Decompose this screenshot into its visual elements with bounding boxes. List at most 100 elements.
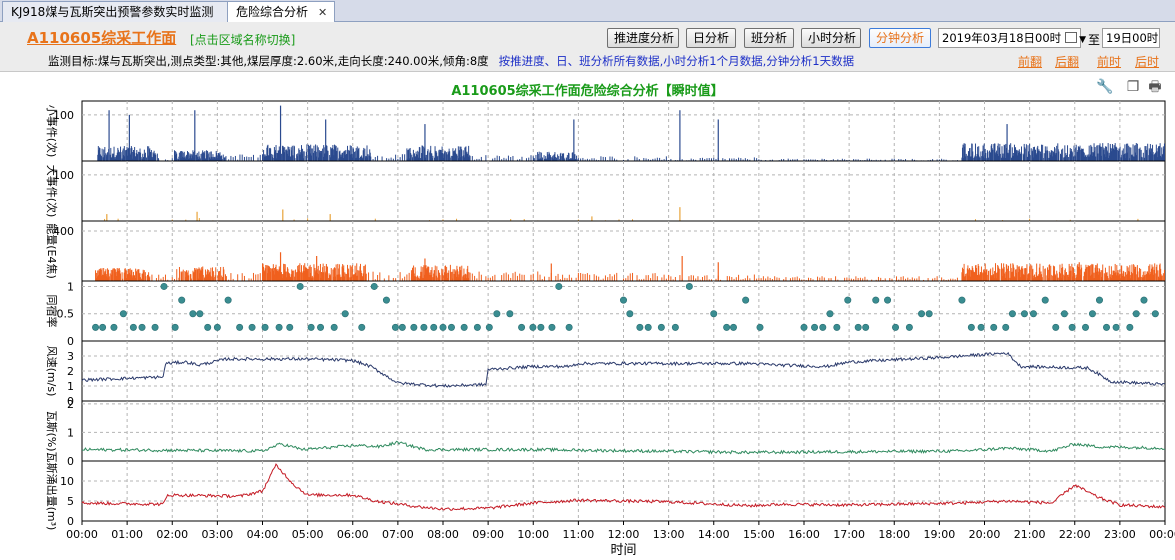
co-occurrence-point <box>138 323 146 331</box>
co-occurrence-point <box>1020 310 1028 318</box>
y-tick-label: 1 <box>67 426 74 439</box>
next-hour-link[interactable]: 后时 <box>1135 55 1160 69</box>
tab-bar: KJ918煤与瓦斯突出预警参数实时监测 危险综合分析 ✕ <box>0 0 1175 23</box>
co-occurrence-point <box>493 310 501 318</box>
co-occurrence-point <box>1060 310 1068 318</box>
co-occurrence-point <box>657 323 665 331</box>
x-tick-label: 19:00 <box>924 528 956 541</box>
co-occurrence-point <box>619 296 627 304</box>
co-occurrence-point <box>473 323 481 331</box>
wrench-icon[interactable]: 🔧 <box>1096 79 1114 95</box>
co-occurrence-point <box>626 310 634 318</box>
series-line <box>81 440 1166 455</box>
co-occurrence-point <box>990 323 998 331</box>
co-occurrence-point <box>537 323 545 331</box>
y-tick-label: 2 <box>67 365 74 378</box>
page-forward-link[interactable]: 后翻 <box>1055 55 1080 69</box>
co-occurrence-point <box>110 323 118 331</box>
co-occurrence-point <box>884 296 892 304</box>
co-occurrence-point <box>742 296 750 304</box>
co-occurrence-point <box>723 323 731 331</box>
co-occurrence-point <box>1088 310 1096 318</box>
work-face-title[interactable]: A110605综采工作面 <box>27 29 177 47</box>
co-occurrence-point <box>286 323 294 331</box>
co-occurrence-point <box>1103 323 1111 331</box>
x-tick-label: 05:00 <box>292 528 324 541</box>
y-axis-label: 小事件(次) <box>45 105 59 158</box>
co-occurrence-point <box>826 310 834 318</box>
x-tick-label: 02:00 <box>156 528 188 541</box>
y-tick-label: 100 <box>53 169 74 182</box>
y-tick-label: 5 <box>67 495 74 508</box>
tab-realtime-monitor[interactable]: KJ918煤与瓦斯突出预警参数实时监测 <box>2 1 228 22</box>
co-occurrence-point <box>1126 323 1134 331</box>
hour-analysis-button[interactable]: 小时分析 <box>801 28 861 48</box>
co-occurrence-point <box>296 282 304 290</box>
co-occurrence-point <box>833 323 841 331</box>
calendar-icon[interactable] <box>1065 32 1078 43</box>
y-axis-label: 大事件(次) <box>45 165 59 218</box>
co-occurrence-point <box>213 323 221 331</box>
x-tick-label: 08:00 <box>427 528 459 541</box>
y-tick-label: 2 <box>67 398 74 411</box>
co-occurrence-point <box>872 296 880 304</box>
co-occurrence-point <box>529 323 537 331</box>
y-tick-label: 0.5 <box>57 308 75 321</box>
x-tick-label: 10:00 <box>517 528 549 541</box>
co-occurrence-point <box>248 323 256 331</box>
tab-label: 危险综合分析 <box>236 5 309 19</box>
y-tick-label: 10 <box>60 475 74 488</box>
y-tick-label: 0 <box>67 515 74 528</box>
co-occurrence-point <box>644 323 652 331</box>
tab-comprehensive-analysis[interactable]: 危险综合分析 ✕ <box>227 1 335 23</box>
minute-analysis-button[interactable]: 分钟分析 <box>869 28 931 48</box>
page-back-link[interactable]: 前翻 <box>1018 55 1043 69</box>
co-occurrence-point <box>1132 310 1140 318</box>
co-occurrence-point <box>447 323 455 331</box>
co-occurrence-point <box>204 323 212 331</box>
co-occurrence-point <box>196 310 204 318</box>
chart-title: A110605综采工作面危险综合分析【瞬时值】 <box>451 84 724 99</box>
co-occurrence-point <box>275 323 283 331</box>
close-icon[interactable]: ✕ <box>318 6 328 19</box>
co-occurrence-point <box>1112 323 1120 331</box>
advance-analysis-button[interactable]: 推进度分析 <box>607 28 679 48</box>
co-occurrence-point <box>129 323 137 331</box>
monitor-info: 监测目标:煤与瓦斯突出,测点类型:其他,煤层厚度:2.60米,走向长度:240.… <box>48 53 854 69</box>
co-occurrence-point <box>729 323 737 331</box>
co-occurrence-point <box>1151 310 1159 318</box>
co-occurrence-point <box>811 323 819 331</box>
x-tick-label: 09:00 <box>472 528 504 541</box>
x-tick-label: 20:00 <box>969 528 1001 541</box>
co-occurrence-point <box>485 323 493 331</box>
y-tick-label: 1 <box>67 380 74 393</box>
co-occurrence-point <box>548 323 556 331</box>
end-date-field[interactable]: 19日00时 <box>1102 28 1160 48</box>
copy-icon[interactable]: ❐ <box>1126 79 1140 95</box>
co-occurrence-point <box>1140 296 1148 304</box>
co-occurrence-point <box>506 310 514 318</box>
y-axis-label: 同宿率 <box>45 295 59 328</box>
switch-area-hint[interactable]: [点击区域名称切换] <box>190 33 296 47</box>
prev-hour-link[interactable]: 前时 <box>1097 55 1122 69</box>
print-icon[interactable]: 🖶 <box>1148 79 1162 95</box>
x-tick-label: 22:00 <box>1059 528 1091 541</box>
y-axis-label: 瓦斯(%) <box>45 410 58 451</box>
day-analysis-button[interactable]: 日分析 <box>686 28 736 48</box>
to-label: 至 <box>1088 33 1101 47</box>
co-occurrence-point <box>160 282 168 290</box>
shift-analysis-button[interactable]: 班分析 <box>744 28 794 48</box>
tab-label: KJ918煤与瓦斯突出预警参数实时监测 <box>11 5 214 19</box>
chevron-down-icon[interactable]: ▼ <box>1079 35 1087 45</box>
y-tick-label: 0 <box>67 335 74 348</box>
co-occurrence-point <box>565 323 573 331</box>
analysis-scope-note: 按推进度、日、班分析所有数据,小时分析1个月数据,分钟分析1天数据 <box>498 54 855 68</box>
x-tick-label: 06:00 <box>337 528 369 541</box>
x-axis-label: 时间 <box>610 543 636 558</box>
y-tick-label: 0 <box>67 395 74 408</box>
co-occurrence-point <box>358 323 366 331</box>
start-date-picker[interactable]: 2019年03月18日00时 ▼ <box>938 28 1086 48</box>
co-occurrence-point <box>119 310 127 318</box>
x-tick-label: 14:00 <box>698 528 730 541</box>
